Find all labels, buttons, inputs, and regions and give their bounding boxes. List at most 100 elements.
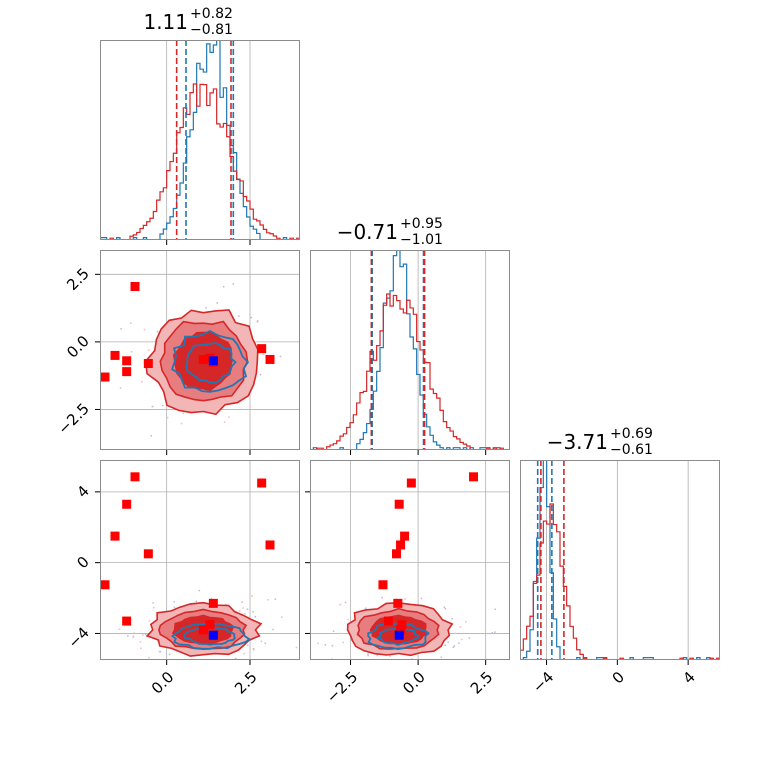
marker-red bbox=[100, 372, 110, 382]
sample-point bbox=[223, 421, 226, 424]
sample-point bbox=[139, 647, 142, 650]
sample-point bbox=[143, 328, 146, 331]
sample-point bbox=[494, 631, 496, 633]
sample-point bbox=[458, 642, 460, 644]
sample-point bbox=[447, 641, 450, 644]
sample-point bbox=[404, 598, 406, 600]
sample-point bbox=[332, 630, 335, 633]
marker-red bbox=[205, 620, 215, 630]
sample-point bbox=[264, 642, 267, 645]
contour-panel-0-2 bbox=[100, 472, 298, 676]
sample-point bbox=[222, 285, 225, 288]
sample-point bbox=[168, 653, 171, 656]
marker-red bbox=[396, 540, 406, 550]
sample-point bbox=[367, 653, 369, 656]
sample-point bbox=[263, 662, 265, 664]
sample-point bbox=[141, 634, 144, 636]
sample-point bbox=[381, 596, 383, 599]
marker-red bbox=[257, 478, 267, 488]
marker-red bbox=[396, 625, 406, 635]
sample-point bbox=[148, 619, 151, 622]
sample-point bbox=[233, 674, 235, 676]
sample-point bbox=[256, 320, 259, 323]
sample-point bbox=[494, 608, 497, 611]
title-upper: +0.82 bbox=[190, 6, 233, 22]
sample-point bbox=[152, 606, 155, 609]
sample-point bbox=[234, 657, 237, 660]
tick-label-y: 2.5 bbox=[63, 264, 93, 294]
sample-point bbox=[241, 601, 244, 604]
marker-blue bbox=[394, 630, 404, 640]
marker-red bbox=[393, 598, 403, 608]
sample-point bbox=[274, 598, 277, 601]
marker-red bbox=[208, 598, 218, 608]
sample-point bbox=[460, 638, 463, 641]
sample-point bbox=[151, 405, 154, 408]
title-median: −3.71 bbox=[547, 430, 608, 454]
sample-point bbox=[120, 327, 123, 330]
histogram-red bbox=[100, 83, 300, 240]
title-p2: −3.71 +0.69−0.61 bbox=[547, 426, 653, 458]
tick-label-y: 0 bbox=[73, 553, 92, 572]
tick-label-x: 0.0 bbox=[399, 668, 429, 698]
sample-point bbox=[150, 434, 153, 437]
marker-red bbox=[198, 625, 208, 635]
marker-red bbox=[397, 620, 407, 630]
marker-red bbox=[122, 367, 132, 377]
sample-point bbox=[126, 635, 129, 637]
sample-point bbox=[453, 645, 456, 647]
sample-point bbox=[491, 631, 494, 634]
panel-1-1 bbox=[310, 250, 510, 450]
tick-label-y: 0.0 bbox=[63, 332, 93, 362]
contour-blue-outer bbox=[171, 329, 250, 393]
sample-point bbox=[252, 610, 255, 613]
sample-point bbox=[381, 689, 383, 691]
sample-point bbox=[177, 665, 179, 667]
title-lower: −1.01 bbox=[400, 232, 443, 248]
marker-red bbox=[400, 531, 410, 541]
title-median: −0.71 bbox=[337, 220, 398, 244]
tick-label-y: −4 bbox=[64, 624, 92, 652]
marker-red bbox=[143, 549, 153, 559]
sample-point bbox=[405, 663, 407, 665]
sample-point bbox=[144, 633, 147, 636]
sample-point bbox=[238, 610, 241, 612]
sample-point bbox=[147, 349, 150, 352]
sample-point bbox=[339, 603, 342, 606]
sample-point bbox=[443, 606, 446, 609]
tick-label-x: 0.0 bbox=[148, 668, 178, 698]
sample-point bbox=[118, 628, 121, 631]
marker-blue bbox=[208, 356, 218, 366]
sample-point bbox=[198, 589, 201, 592]
sample-point bbox=[367, 654, 370, 657]
sample-point bbox=[340, 632, 342, 635]
sample-point bbox=[182, 412, 184, 415]
marker-red bbox=[110, 531, 120, 541]
sample-point bbox=[250, 316, 253, 319]
tick-label-x: 2.5 bbox=[231, 668, 261, 698]
sample-point bbox=[459, 626, 462, 628]
sample-point bbox=[254, 615, 257, 618]
marker-red bbox=[265, 354, 275, 364]
sample-point bbox=[344, 601, 347, 604]
sample-point bbox=[195, 600, 198, 603]
marker-red bbox=[265, 540, 275, 550]
marker-red bbox=[383, 616, 393, 626]
tick-label-x: −4 bbox=[529, 668, 557, 696]
title-lower: −0.61 bbox=[610, 442, 653, 458]
panel-frame bbox=[100, 250, 300, 450]
title-p0: 1.11 +0.82−0.81 bbox=[143, 6, 232, 38]
sample-point bbox=[139, 640, 142, 643]
sample-point bbox=[161, 404, 164, 407]
sample-point bbox=[272, 628, 274, 631]
sample-point bbox=[243, 652, 245, 655]
sample-point bbox=[420, 597, 423, 600]
sample-point bbox=[246, 644, 249, 647]
marker-red bbox=[130, 472, 140, 482]
sample-point bbox=[259, 373, 262, 376]
sample-point bbox=[152, 602, 155, 604]
sample-point bbox=[249, 405, 252, 408]
marker-red bbox=[122, 499, 132, 509]
sample-point bbox=[464, 620, 467, 623]
